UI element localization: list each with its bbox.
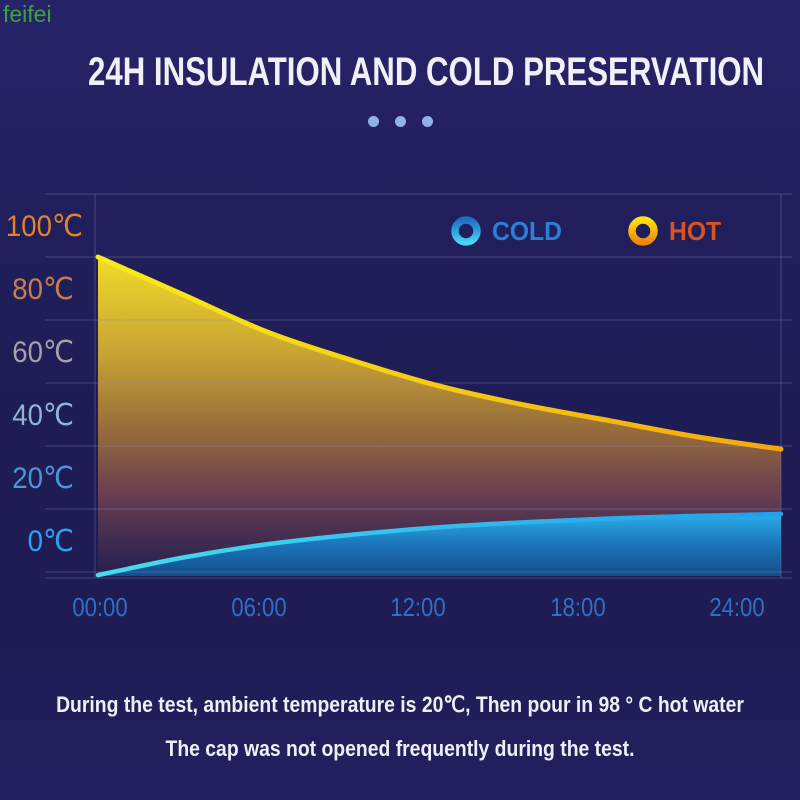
- chart-curve-lines: [95, 254, 784, 578]
- hot-series-area: [98, 257, 781, 576]
- title-divider-dots: [0, 116, 800, 127]
- legend-cold: COLD: [450, 214, 566, 248]
- legend-hot-label: HOT: [669, 215, 722, 246]
- y-tick-40: 40℃: [12, 399, 74, 432]
- cap-usage-note: The cap was not opened frequently during…: [165, 736, 635, 761]
- x-tick-2400: 24:00: [709, 592, 765, 622]
- y-tick-20: 20℃: [12, 462, 74, 495]
- dot-icon: [421, 116, 433, 127]
- test-condition-note: During the test, ambient temperature is …: [56, 692, 744, 717]
- y-tick-60: 60℃: [12, 336, 74, 369]
- x-tick-1200: 12:00: [390, 592, 446, 622]
- chart-gridlines: [45, 193, 792, 573]
- y-tick-100: 100℃: [5, 210, 83, 243]
- page-title: 24H INSULATION AND COLD PRESERVATION: [88, 50, 765, 94]
- x-tick-1800: 18:00: [550, 592, 606, 622]
- watermark-text: feifei: [3, 1, 52, 27]
- cold-series-line: [95, 511, 784, 578]
- y-tick-80: 80℃: [12, 273, 74, 306]
- legend-cold-label: COLD: [492, 215, 562, 246]
- legend-hot: HOT: [627, 214, 724, 248]
- x-tick-0600: 06:00: [231, 592, 287, 622]
- dot-icon: [394, 116, 406, 127]
- chart-area-fills: [98, 257, 781, 576]
- cold-ring-icon: [451, 216, 481, 246]
- x-tick-0000: 00:00: [72, 592, 128, 622]
- dot-icon: [367, 116, 379, 127]
- cold-series-area: [98, 514, 781, 576]
- y-tick-0: 0℃: [27, 525, 74, 558]
- hot-series-line: [95, 254, 784, 452]
- hot-ring-icon: [628, 216, 658, 246]
